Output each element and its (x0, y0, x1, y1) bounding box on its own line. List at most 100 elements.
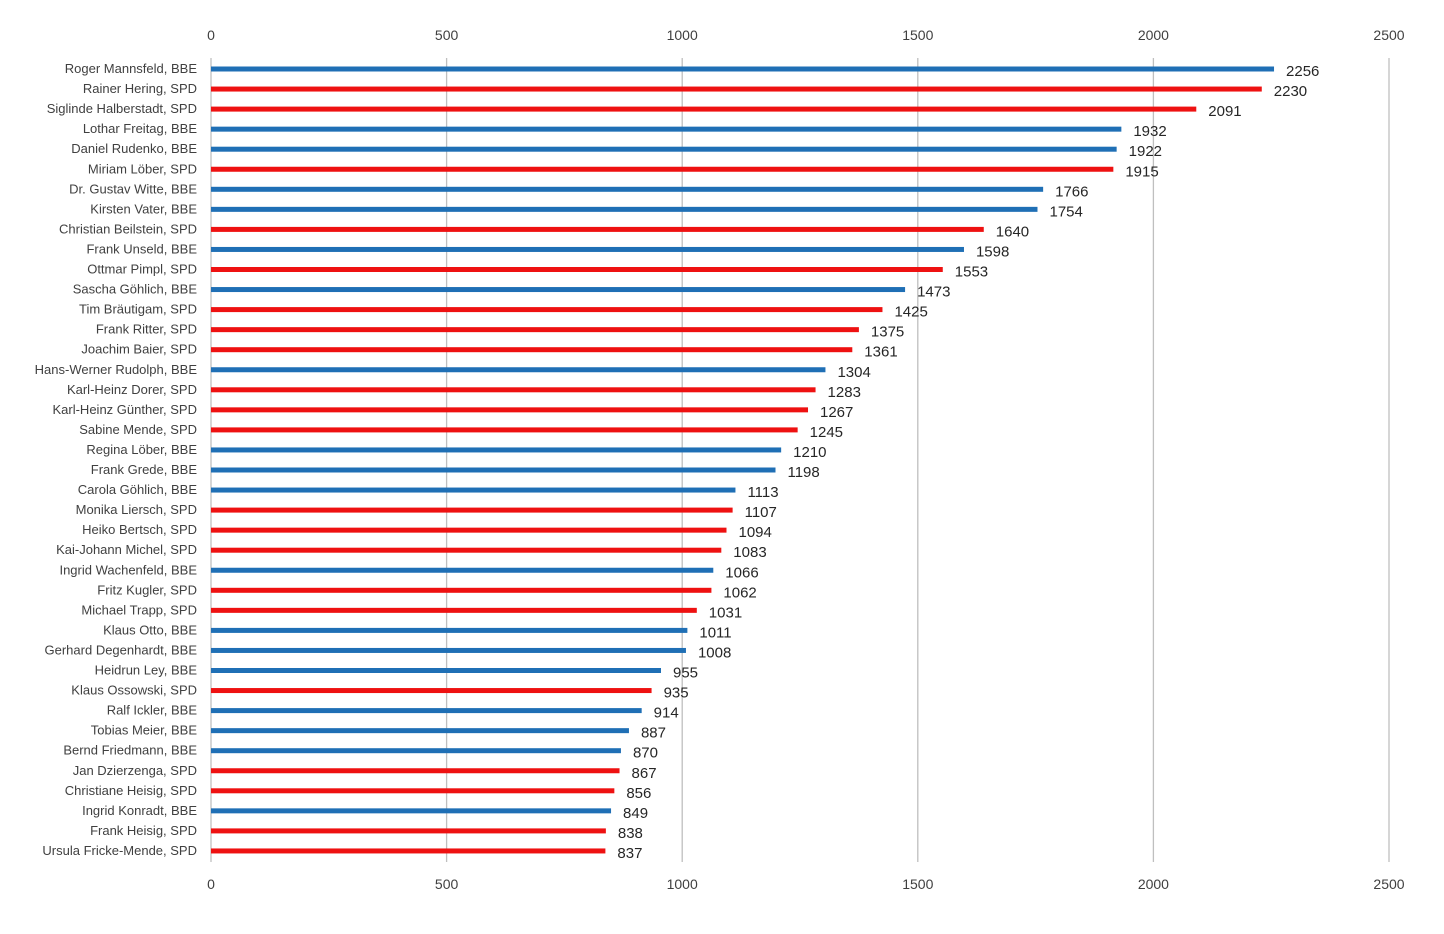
category-label: Dr. Gustav Witte, BBE (69, 181, 197, 196)
category-label: Roger Mannsfeld, BBE (65, 61, 198, 76)
bar-bbe (211, 487, 736, 493)
data-label: 1915 (1125, 163, 1158, 180)
category-label: Gerhard Degenhardt, BBE (45, 642, 198, 657)
bar-spd (211, 86, 1262, 92)
bar-bbe (211, 627, 688, 633)
bar-spd (211, 547, 722, 553)
data-label: 849 (623, 805, 648, 822)
category-label: Frank Grede, BBE (91, 462, 198, 477)
bar-bbe (211, 367, 826, 373)
data-label: 1283 (828, 384, 861, 401)
bar-spd (211, 106, 1197, 112)
bar-spd (211, 507, 733, 513)
data-label: 1011 (699, 624, 731, 641)
x-tick-label-top: 2500 (1373, 27, 1404, 43)
category-label: Ottmar Pimpl, SPD (87, 262, 197, 277)
x-tick-label-top: 1000 (667, 27, 698, 43)
bar-spd (211, 607, 697, 613)
data-label: 1083 (733, 544, 766, 561)
data-label: 1598 (976, 243, 1009, 260)
data-label: 837 (617, 845, 642, 862)
x-tick-label-top: 1500 (902, 27, 933, 43)
bar-bbe (211, 808, 612, 814)
bar-bbe (211, 748, 621, 754)
gridlines (210, 58, 1390, 862)
bar-bbe (211, 146, 1117, 152)
bar-bbe (211, 66, 1275, 72)
category-label: Christiane Heisig, SPD (65, 783, 197, 798)
data-label: 1062 (723, 584, 756, 601)
data-label: 1375 (871, 324, 904, 341)
bar-spd (211, 848, 606, 854)
bar-spd (211, 788, 615, 794)
data-labels: 2256 2230 2091 1932 1922 1915 1766 1754 1640 1598… (617, 63, 1319, 862)
data-label: 955 (673, 665, 698, 682)
bar-bbe (211, 246, 964, 252)
category-label: Karl-Heinz Günther, SPD (52, 402, 197, 417)
data-label: 1210 (793, 444, 826, 461)
category-label: Heiko Bertsch, SPD (82, 522, 197, 537)
data-label: 1094 (738, 524, 771, 541)
bar-spd (211, 307, 883, 313)
data-label: 1304 (837, 364, 870, 381)
bar-bbe (211, 186, 1044, 192)
data-label: 1425 (894, 304, 927, 321)
data-label: 1754 (1049, 203, 1082, 220)
category-label: Klaus Ossowski, SPD (71, 683, 197, 698)
data-label: 1553 (955, 264, 988, 281)
data-label: 1766 (1055, 183, 1088, 200)
category-label: Joachim Baier, SPD (81, 342, 197, 357)
category-label: Ralf Ickler, BBE (107, 703, 198, 718)
x-tick-label-bottom: 1500 (902, 876, 933, 892)
x-tick-label-bottom: 2500 (1373, 876, 1404, 892)
category-label: Lothar Freitag, BBE (83, 121, 197, 136)
category-label: Christian Beilstein, SPD (59, 221, 197, 236)
bar-bbe (211, 567, 714, 573)
x-tick-label-bottom: 2000 (1138, 876, 1169, 892)
data-label: 1198 (787, 464, 819, 481)
data-label: 856 (626, 785, 651, 802)
bar-bbe (211, 708, 642, 714)
category-label: Kirsten Vater, BBE (90, 201, 197, 216)
x-tick-label-top: 500 (435, 27, 459, 43)
data-label: 1267 (820, 404, 853, 421)
category-label: Fritz Kugler, SPD (97, 582, 197, 597)
bar-spd (211, 387, 816, 393)
x-tick-label-bottom: 0 (207, 876, 215, 892)
category-label: Heidrun Ley, BBE (95, 663, 198, 678)
category-label: Michael Trapp, SPD (81, 602, 197, 617)
category-label: Klaus Otto, BBE (103, 622, 197, 637)
category-label: Rainer Hering, SPD (83, 81, 197, 96)
data-label: 2256 (1286, 63, 1319, 80)
category-label: Sabine Mende, SPD (79, 422, 197, 437)
bar-spd (211, 828, 606, 834)
category-label: Hans-Werner Rudolph, BBE (35, 362, 198, 377)
category-label: Ingrid Wachenfeld, BBE (59, 562, 197, 577)
x-tick-label-bottom: 1000 (667, 876, 698, 892)
bar-bbe (211, 287, 906, 293)
data-label: 1066 (725, 564, 758, 581)
bar-spd (211, 688, 652, 694)
category-label: Frank Unseld, BBE (86, 241, 197, 256)
data-label: 1113 (747, 484, 778, 501)
category-label: Regina Löber, BBE (86, 442, 197, 457)
data-label: 838 (618, 825, 643, 842)
bar-bbe (211, 668, 661, 673)
category-labels: Roger Mannsfeld, BBE Rainer Hering, SPD Si… (35, 61, 198, 858)
bar-spd (211, 327, 859, 333)
x-tick-label-top: 0 (207, 27, 215, 43)
data-label: 2230 (1274, 83, 1307, 100)
category-label: Bernd Friedmann, BBE (63, 743, 197, 758)
category-label: Siglinde Halberstadt, SPD (47, 101, 197, 116)
bar-bbe (211, 447, 782, 453)
category-label: Tobias Meier, BBE (91, 723, 198, 738)
x-tick-label-bottom: 500 (435, 876, 459, 892)
category-label: Karl-Heinz Dorer, SPD (67, 382, 197, 397)
bar-bbe (211, 647, 686, 653)
bar-bbe (211, 206, 1038, 212)
data-label: 2091 (1208, 103, 1241, 120)
data-label: 1107 (745, 504, 777, 521)
x-axis-top: 0 500 1000 1500 2000 2500 (207, 27, 1405, 43)
bar-spd (211, 267, 943, 272)
